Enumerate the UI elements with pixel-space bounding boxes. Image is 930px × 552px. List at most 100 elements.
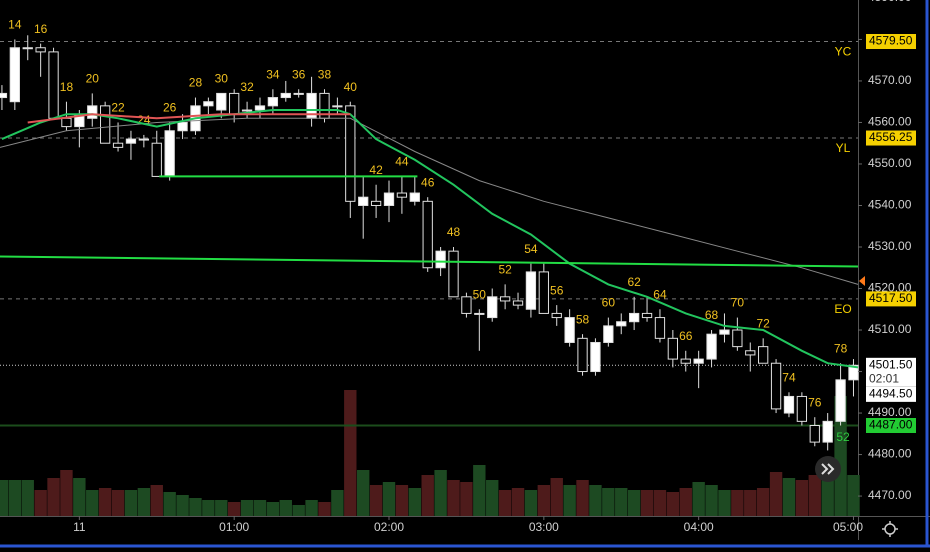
volume-bar [408, 488, 422, 516]
volume-bar [537, 485, 551, 516]
candle-body [822, 420, 833, 443]
candle-body [409, 192, 420, 202]
bar-number: 20 [86, 72, 100, 86]
candle-body [138, 138, 150, 141]
candle-body [435, 250, 446, 269]
price-tag-label: 4501.50 [869, 357, 913, 371]
volume-bar [150, 485, 163, 516]
settings-button[interactable] [882, 521, 898, 537]
volume-bar [73, 478, 86, 516]
candle-body [370, 200, 382, 206]
volume-bar [305, 500, 318, 516]
bar-number: 56 [550, 283, 564, 297]
volume-bar [176, 495, 189, 516]
candle-body [280, 92, 291, 99]
level-tag: EO [834, 302, 851, 316]
volume-bar [808, 475, 821, 516]
volume-bar [679, 488, 692, 516]
bar-number: 28 [189, 76, 203, 90]
countdown-label: 02:01 [869, 371, 899, 385]
volume-bar [756, 488, 770, 516]
bar-number: 54 [524, 242, 538, 256]
candle-body [719, 329, 730, 335]
price-tag [866, 386, 916, 402]
scroll-button[interactable] [815, 456, 841, 482]
candle-body [680, 358, 691, 364]
volume-bar [550, 478, 563, 516]
bar-number: 36 [292, 67, 306, 81]
volume-bar [847, 475, 860, 516]
volume-bar [602, 488, 615, 516]
indicator-line [0, 255, 859, 268]
bar-number: 38 [318, 67, 332, 81]
volume-bar [21, 480, 34, 516]
y-tick-label: 4490.00 [868, 405, 912, 419]
volume-bar [589, 485, 602, 516]
candle-body [616, 321, 627, 327]
level-price-label: 4556.25 [869, 130, 913, 144]
level-price-tag [866, 34, 916, 50]
volume-bar [163, 492, 176, 516]
volume-bar [795, 480, 809, 516]
volume-bar [447, 480, 460, 516]
volume-bar [498, 490, 512, 516]
bar-number: 50 [473, 287, 487, 301]
y-tick-label: 4530.00 [868, 239, 912, 253]
volume-bar [434, 470, 447, 516]
indicator-line [27, 113, 351, 124]
candle-body [512, 300, 524, 306]
volume-bar [253, 500, 267, 516]
candle-body [590, 341, 601, 373]
y-tick-label: 4540.00 [868, 198, 912, 212]
scroll-icon [821, 463, 835, 475]
bar-number: 76 [808, 395, 822, 409]
volume-bar [666, 492, 680, 516]
candle-body [732, 329, 743, 348]
candle-body [345, 105, 356, 202]
candle-body [654, 317, 666, 339]
volume-bar [473, 465, 486, 516]
bar-number: 72 [756, 316, 770, 330]
indicator-line [1, 109, 859, 369]
volume-bar [279, 500, 292, 516]
candle-body [448, 250, 459, 298]
candle-body [641, 312, 653, 319]
volume-bar [563, 485, 576, 516]
x-tick-label: 02:00 [374, 520, 404, 534]
candle-body [474, 312, 485, 315]
volume-bar [627, 490, 641, 516]
bar-number: 40 [344, 80, 358, 94]
x-tick-label: 05:00 [833, 520, 863, 534]
candle-body [667, 337, 678, 360]
candle-body [112, 142, 124, 148]
volume-bar [137, 488, 151, 516]
candle-body [100, 105, 111, 144]
bar-number: 26 [163, 101, 177, 115]
volume-bar [215, 500, 228, 516]
candle-body [629, 312, 640, 323]
candle-body [358, 196, 369, 206]
candle-body [48, 51, 59, 119]
bar-number: 78 [834, 341, 848, 355]
bar-number: 62 [627, 275, 641, 289]
indicator-line [0, 117, 859, 285]
y-tick-label: 4510.00 [868, 322, 912, 336]
volume-bar [576, 480, 589, 516]
bar-number: 42 [369, 163, 383, 177]
y-tick-label: 4520.00 [868, 281, 912, 295]
candle-body [35, 47, 46, 53]
candle-body [87, 105, 98, 119]
bar-number: 22 [111, 101, 125, 115]
volume-bar [189, 498, 202, 516]
candle-body [603, 325, 614, 343]
volume-bar [8, 480, 22, 516]
candle-body [577, 337, 588, 373]
volume-bar [640, 490, 654, 516]
y-tick-label: 4480.00 [868, 447, 912, 461]
candle-body [564, 317, 575, 343]
candle-body [487, 296, 498, 319]
candle-body [177, 121, 188, 132]
volume-bar [692, 482, 705, 516]
